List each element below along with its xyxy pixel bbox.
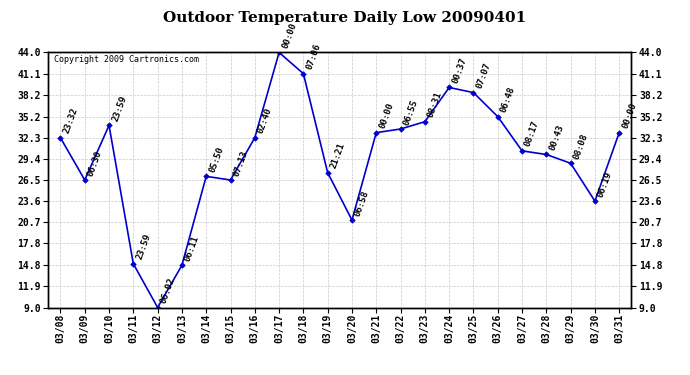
Text: 06:02: 06:02 [159,276,177,305]
Text: 06:19: 06:19 [596,170,614,198]
Text: Outdoor Temperature Daily Low 20090401: Outdoor Temperature Daily Low 20090401 [164,11,526,25]
Text: 00:00: 00:00 [280,21,298,50]
Text: 08:17: 08:17 [524,120,541,148]
Text: 00:00: 00:00 [377,102,395,130]
Text: 00:43: 00:43 [548,123,565,152]
Text: 02:40: 02:40 [256,106,274,135]
Text: 00:37: 00:37 [451,56,469,85]
Text: 06:48: 06:48 [499,86,517,114]
Text: 08:31: 08:31 [426,91,444,119]
Text: 23:59: 23:59 [110,94,128,123]
Text: 05:50: 05:50 [208,145,225,174]
Text: 21:21: 21:21 [329,142,346,170]
Text: 07:13: 07:13 [232,149,250,177]
Text: 08:08: 08:08 [572,132,590,160]
Text: 06:11: 06:11 [184,234,201,262]
Text: 23:59: 23:59 [135,232,152,261]
Text: 07:06: 07:06 [305,42,322,71]
Text: 00:00: 00:00 [620,102,638,130]
Text: 06:30: 06:30 [86,149,104,177]
Text: 23:32: 23:32 [62,106,79,135]
Text: 06:55: 06:55 [402,98,420,126]
Text: 07:07: 07:07 [475,62,493,90]
Text: 06:58: 06:58 [353,189,371,217]
Text: Copyright 2009 Cartronics.com: Copyright 2009 Cartronics.com [54,55,199,64]
